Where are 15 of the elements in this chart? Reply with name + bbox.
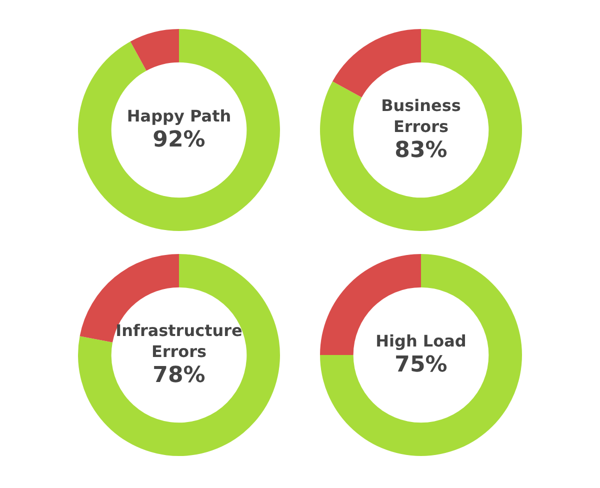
donut-slice <box>320 254 522 456</box>
text: Infrastructure Errors <box>116 321 242 361</box>
text: Happy Path <box>126 106 232 126</box>
donut-slice <box>78 29 280 231</box>
donut-slice <box>320 29 522 231</box>
data-label: 83% <box>394 138 448 163</box>
donut-slice <box>332 29 421 98</box>
data-label: 75% <box>394 352 448 378</box>
text: High Load <box>376 332 466 350</box>
donut-slice <box>320 254 421 355</box>
text: Business Errors <box>381 96 461 136</box>
data-label: 78% <box>152 363 206 388</box>
donut-slice <box>130 29 179 71</box>
data-label: 92% <box>152 128 206 152</box>
donut-slice <box>78 254 280 456</box>
